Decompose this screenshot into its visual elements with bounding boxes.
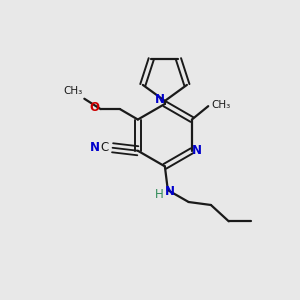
Text: N: N bbox=[192, 144, 202, 157]
Text: O: O bbox=[89, 101, 99, 114]
Text: CH₃: CH₃ bbox=[211, 100, 230, 110]
Text: C: C bbox=[101, 141, 109, 154]
Text: N: N bbox=[154, 93, 164, 106]
Text: N: N bbox=[90, 141, 100, 154]
Text: H: H bbox=[155, 188, 164, 201]
Text: N: N bbox=[165, 185, 175, 198]
Text: CH₃: CH₃ bbox=[64, 86, 83, 96]
